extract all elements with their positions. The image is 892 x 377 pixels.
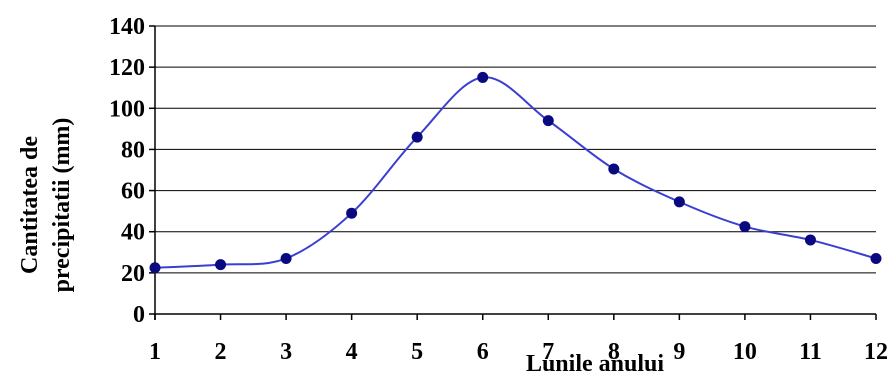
data-point-10 xyxy=(739,221,751,233)
data-point-12 xyxy=(870,252,882,264)
y-tick-label-0: 0 xyxy=(133,302,145,328)
data-point-4 xyxy=(346,207,358,219)
x-tick-label-1: 1 xyxy=(149,339,161,365)
data-points xyxy=(149,71,882,274)
data-point-3 xyxy=(280,252,292,264)
y-tick-label-140: 140 xyxy=(109,14,145,40)
x-tick-label-12: 12 xyxy=(864,339,888,365)
y-tick-label-100: 100 xyxy=(109,96,145,122)
grid xyxy=(155,25,876,274)
y-tick-label-120: 120 xyxy=(109,55,145,81)
x-tick-labels: 1 2 3 4 5 6 7 8 9 10 11 12 xyxy=(149,339,888,365)
y-tick-label-80: 80 xyxy=(121,137,145,163)
data-point-1 xyxy=(149,262,161,274)
y-tick-label-20: 20 xyxy=(121,261,145,287)
data-point-5 xyxy=(411,131,423,143)
data-point-8 xyxy=(608,163,620,175)
x-tick-label-2: 2 xyxy=(215,339,227,365)
data-point-9 xyxy=(673,196,685,208)
axes xyxy=(149,25,877,320)
y-axis-title-line-1: Cantitatea de xyxy=(17,136,43,274)
x-tick-label-5: 5 xyxy=(411,339,423,365)
y-tick-label-40: 40 xyxy=(121,220,145,246)
data-point-11 xyxy=(804,234,816,246)
x-axis-title: Lunile anului xyxy=(526,351,664,377)
y-axis-title-line-2: precipitatii (mm) xyxy=(49,118,75,293)
data-point-6 xyxy=(477,71,489,83)
x-tick-label-11: 11 xyxy=(799,339,822,365)
x-tick-label-9: 9 xyxy=(673,339,685,365)
x-tick-label-4: 4 xyxy=(346,339,358,365)
y-tick-label-60: 60 xyxy=(121,179,145,205)
x-tick-label-6: 6 xyxy=(477,339,489,365)
x-tick-label-10: 10 xyxy=(733,339,757,365)
series-line xyxy=(154,76,877,269)
x-tick-label-8: 8 xyxy=(608,339,620,365)
data-point-2 xyxy=(215,259,227,271)
data-point-7 xyxy=(542,115,554,127)
y-tick-labels: 0 20 40 60 80 100 120 140 xyxy=(109,14,145,328)
x-tick-label-7: 7 xyxy=(542,339,554,365)
x-tick-label-3: 3 xyxy=(280,339,292,365)
